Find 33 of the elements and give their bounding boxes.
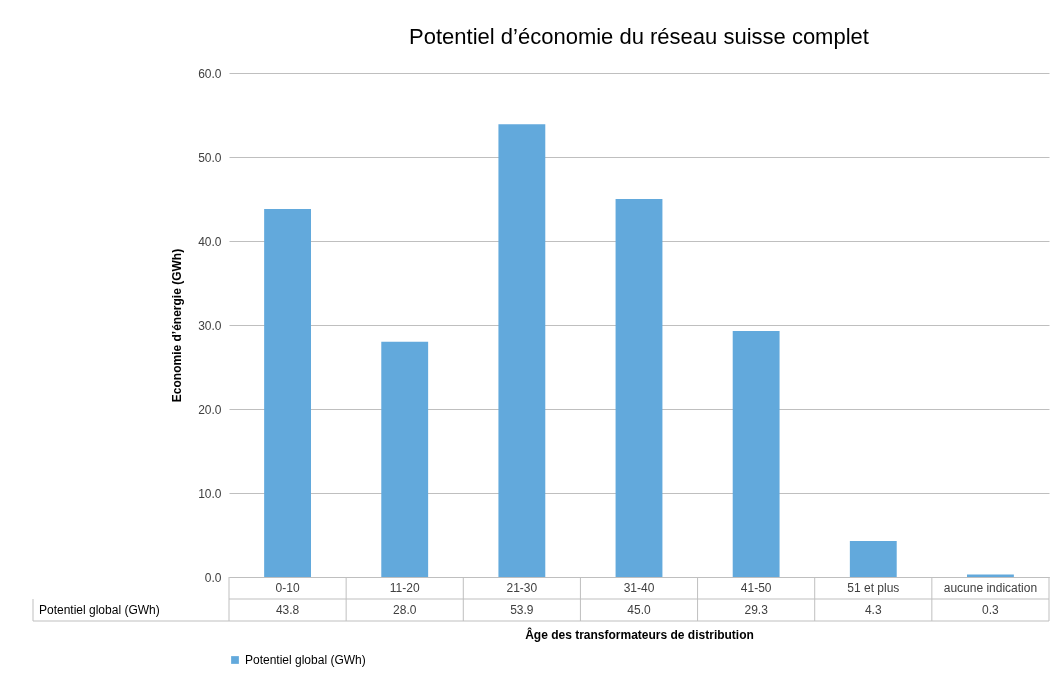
text: Potentiel global (GWh) bbox=[39, 603, 160, 617]
data-label: 43.8 bbox=[275, 603, 300, 617]
chart-title: Potentiel d’économie du réseau suisse complet bbox=[409, 24, 869, 49]
y-tick-label: 0.0 bbox=[204, 570, 222, 585]
x-axis-title: Âge des transformateurs de distribution bbox=[525, 626, 754, 642]
bar bbox=[381, 341, 429, 577]
y-tick-label: 40.0 bbox=[198, 234, 222, 249]
bar bbox=[498, 124, 546, 577]
bar bbox=[849, 540, 897, 577]
bar bbox=[615, 199, 663, 577]
y-tick-label: 10.0 bbox=[198, 486, 222, 501]
data-label: 29.3 bbox=[744, 603, 769, 617]
y-tick-label: 60.0 bbox=[198, 66, 222, 81]
x-tick-label: 31-40 bbox=[623, 580, 655, 595]
x-tick-label: aucune indication bbox=[943, 580, 1038, 595]
x-tick-label: 0-10 bbox=[275, 580, 300, 595]
x-tick-label: 51 et plus bbox=[847, 580, 900, 595]
y-tick-label: 30.0 bbox=[198, 318, 222, 333]
bar bbox=[264, 209, 311, 577]
legend-label: Potentiel global (GWh) bbox=[245, 653, 366, 667]
data-label: 0.3 bbox=[982, 603, 1000, 617]
bar bbox=[732, 330, 780, 577]
bar bbox=[967, 574, 1014, 577]
y-tick-label: 50.0 bbox=[198, 150, 222, 165]
data-label: 4.3 bbox=[864, 603, 882, 617]
data-label: 45.0 bbox=[627, 603, 651, 617]
x-tick-label: 21-30 bbox=[506, 580, 538, 595]
y-tick-label: 20.0 bbox=[198, 402, 222, 417]
x-tick-label: 11-20 bbox=[389, 580, 420, 595]
x-tick-label: 41-50 bbox=[740, 580, 772, 595]
data-label: 53.9 bbox=[510, 603, 534, 617]
y-axis-title: Economie d’énergie (GWh) bbox=[170, 248, 185, 403]
data-label: 28.0 bbox=[393, 603, 417, 617]
